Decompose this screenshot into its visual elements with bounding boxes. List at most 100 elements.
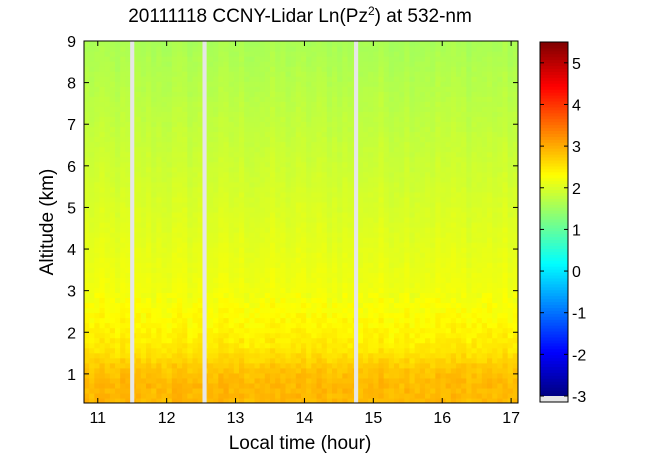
heatmap-cell — [394, 66, 400, 72]
heatmap-cell — [383, 352, 390, 359]
heatmap-cell — [311, 227, 318, 233]
heatmap-cell — [280, 282, 287, 288]
heatmap-cell — [425, 237, 431, 243]
heatmap-cell — [239, 161, 245, 168]
heatmap-cell — [388, 41, 395, 47]
heatmap-cell — [218, 161, 225, 168]
heatmap-cell — [259, 161, 266, 168]
heatmap-cell — [125, 121, 132, 128]
heatmap-cell — [342, 146, 349, 153]
heatmap-cell — [259, 61, 266, 67]
heatmap-cell — [208, 297, 214, 304]
heatmap-cell — [430, 41, 436, 47]
heatmap-cell — [259, 151, 266, 158]
heatmap-cell — [378, 131, 385, 138]
heatmap-cell — [388, 91, 395, 97]
heatmap-cell — [89, 61, 95, 67]
heatmap-cell — [435, 332, 442, 339]
heatmap-cell — [430, 201, 436, 208]
heatmap-cell — [280, 287, 287, 293]
heatmap-cell — [213, 277, 219, 283]
heatmap-cell — [135, 282, 142, 288]
heatmap-cell — [383, 392, 390, 399]
heatmap-cell — [357, 66, 364, 72]
heatmap-cell — [239, 307, 245, 314]
heatmap-cell — [373, 362, 380, 369]
heatmap-cell — [388, 146, 395, 153]
heatmap-cell — [259, 247, 266, 253]
heatmap-cell — [156, 76, 163, 82]
heatmap-cell — [321, 166, 328, 173]
heatmap-cell — [321, 216, 328, 223]
heatmap-cell — [94, 262, 101, 268]
heatmap-cell — [326, 46, 333, 52]
heatmap-cell — [363, 136, 369, 143]
heatmap-cell — [347, 397, 354, 403]
heatmap-cell — [373, 121, 380, 128]
heatmap-cell — [208, 216, 214, 223]
heatmap-cell — [404, 201, 411, 208]
heatmap-cell — [399, 297, 405, 304]
heatmap-cell — [171, 126, 178, 133]
heatmap-cell — [295, 56, 302, 62]
heatmap-cell — [249, 166, 256, 173]
heatmap-cell — [378, 277, 385, 283]
heatmap-cell — [311, 247, 318, 253]
heatmap-cell — [388, 201, 395, 208]
heatmap-cell — [280, 397, 287, 403]
heatmap-cell — [264, 397, 271, 403]
heatmap-cell — [171, 222, 178, 228]
heatmap-cell — [151, 81, 157, 87]
heatmap-cell — [109, 151, 116, 158]
heatmap-cell — [264, 222, 271, 228]
heatmap-cell — [239, 332, 245, 339]
heatmap-cell — [135, 116, 142, 123]
heatmap-cell — [332, 41, 338, 47]
heatmap-cell — [166, 141, 173, 148]
heatmap-cell — [435, 242, 442, 248]
heatmap-cell — [404, 257, 411, 263]
heatmap-cell — [233, 91, 240, 97]
heatmap-cell — [357, 342, 364, 349]
heatmap-cell — [182, 352, 188, 359]
heatmap-cell — [244, 337, 250, 344]
heatmap-cell — [254, 357, 261, 364]
heatmap-cell — [373, 387, 380, 394]
heatmap-cell — [249, 237, 256, 243]
heatmap-cell — [388, 262, 395, 268]
heatmap-cell — [409, 181, 416, 188]
heatmap-cell — [425, 367, 431, 374]
heatmap-cell — [125, 51, 132, 57]
heatmap-cell — [435, 227, 442, 233]
heatmap-cell — [99, 382, 106, 389]
heatmap-cell — [295, 257, 302, 263]
heatmap-cell — [321, 181, 328, 188]
heatmap-cell — [223, 56, 230, 62]
heatmap-cell — [109, 121, 116, 128]
heatmap-cell — [347, 41, 354, 47]
heatmap-cell — [332, 146, 338, 153]
heatmap-cell — [254, 66, 261, 72]
heatmap-cell — [192, 161, 199, 168]
heatmap-cell — [228, 121, 235, 128]
heatmap-cell — [166, 76, 173, 82]
heatmap-cell — [419, 151, 426, 158]
heatmap-cell — [301, 327, 307, 334]
heatmap-cell — [275, 146, 281, 153]
heatmap-cell — [259, 86, 266, 92]
heatmap-cell — [295, 297, 302, 304]
heatmap-cell — [99, 307, 106, 314]
heatmap-cell — [223, 66, 230, 72]
heatmap-cell — [414, 96, 421, 102]
heatmap-cell — [223, 76, 230, 82]
heatmap-cell — [404, 126, 411, 133]
heatmap-cell — [218, 267, 225, 273]
heatmap-cell — [166, 267, 173, 273]
heatmap-cell — [115, 317, 121, 324]
heatmap-cell — [435, 292, 442, 299]
heatmap-cell — [140, 342, 147, 349]
heatmap-cell — [84, 61, 90, 67]
heatmap-cell — [94, 76, 101, 82]
heatmap-cell — [295, 342, 302, 349]
heatmap-cell — [233, 347, 240, 354]
